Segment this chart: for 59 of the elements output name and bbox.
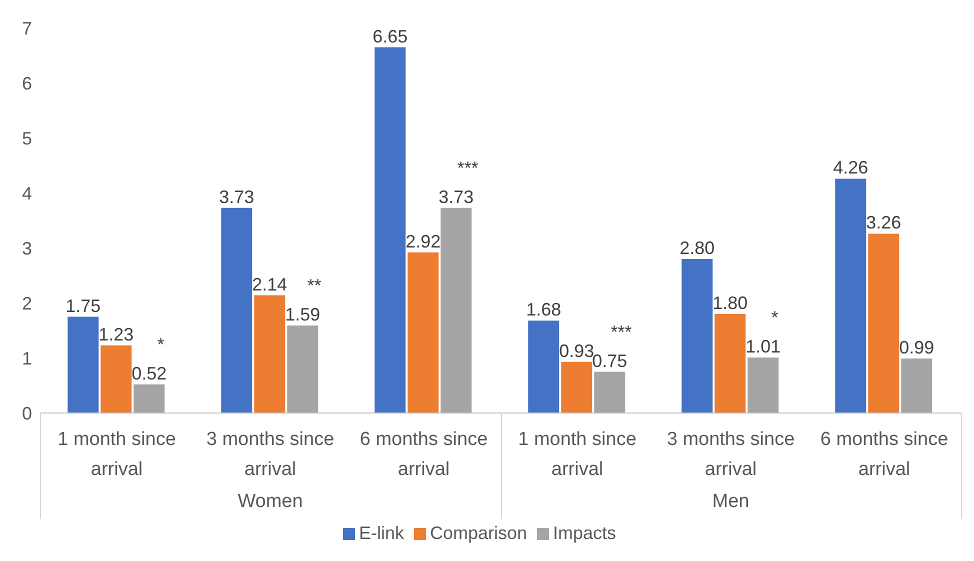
bar [100, 345, 132, 413]
data-label: 1.68 [526, 300, 562, 320]
bar [287, 326, 318, 413]
y-tick-label: 7 [22, 18, 32, 38]
data-label: 1.80 [712, 293, 748, 313]
annotation: ** [307, 276, 322, 296]
legend-label: Comparison [430, 523, 528, 543]
data-label: 1.75 [66, 296, 101, 316]
data-label: 3.26 [866, 212, 902, 233]
legend-label: Impacts [553, 523, 616, 543]
y-tick-label: 0 [22, 403, 32, 424]
y-tick-label: 2 [22, 293, 32, 314]
data-label: 0.52 [132, 363, 167, 384]
data-label: 3.73 [438, 186, 474, 207]
bar [68, 316, 99, 413]
bar [682, 259, 713, 413]
bar [901, 358, 932, 413]
data-label: 3.73 [219, 186, 254, 207]
data-label: 1.01 [746, 336, 781, 356]
bar [221, 208, 252, 413]
y-tick-label: 5 [22, 128, 32, 148]
bar [408, 252, 439, 413]
bar [440, 208, 472, 413]
annotation: *** [457, 158, 478, 178]
y-tick-label: 4 [22, 183, 32, 204]
bar [868, 234, 900, 413]
y-tick-label: 1 [22, 348, 32, 368]
data-label: 4.26 [833, 158, 868, 178]
annotation: *** [610, 322, 632, 342]
annotation: * [157, 334, 164, 354]
bar [134, 384, 165, 413]
data-label: 0.99 [899, 338, 934, 358]
bar [835, 178, 866, 413]
x-tick-label: 6 months since arrival [360, 429, 488, 480]
x-tick-label: 6 months since arrival [820, 429, 948, 480]
x-tick-label: 3 months since arrival [666, 429, 795, 480]
bar [561, 362, 592, 413]
bar [528, 320, 560, 413]
data-label: 1.59 [285, 304, 320, 325]
y-tick-label: 3 [22, 238, 32, 258]
x-tick-label: 1 month since arrival [518, 429, 636, 480]
annotation: * [771, 307, 778, 328]
data-label: 2.92 [406, 231, 441, 252]
data-label: 1.23 [98, 324, 134, 344]
y-tick-label: 6 [22, 73, 32, 94]
x-tick-label: 3 months since arrival [206, 429, 334, 480]
data-label: 0.75 [592, 350, 628, 371]
text: Men [711, 491, 750, 513]
text: Women [236, 491, 304, 513]
bar [594, 372, 626, 413]
legend-label: E-link [358, 523, 404, 543]
bar [748, 357, 779, 413]
bar [714, 314, 746, 413]
data-label: 2.80 [680, 238, 715, 258]
data-label: 2.14 [252, 274, 288, 294]
data-label: 6.65 [372, 26, 408, 46]
bar [374, 47, 406, 413]
bar [254, 295, 286, 413]
x-tick-label: 1 month since arrival [58, 429, 176, 480]
